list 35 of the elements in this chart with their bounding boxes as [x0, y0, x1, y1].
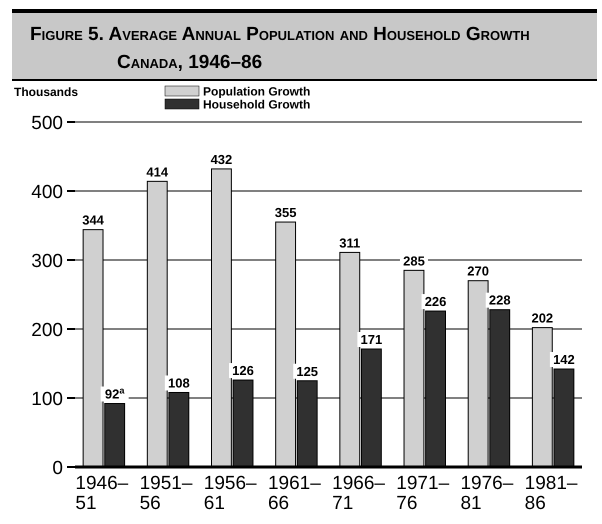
data-label: 125 [296, 364, 318, 379]
y-axis-title: Thousands [14, 85, 78, 99]
chart-title: Figure 5. Average Annual Population and Household Growth [30, 24, 530, 45]
data-label: 355 [274, 205, 296, 220]
y-tick-label: 100 [31, 389, 63, 410]
x-tick-label: 1951–56 [140, 473, 193, 514]
data-label: 432 [210, 152, 232, 167]
data-label: 142 [553, 352, 575, 368]
data-label: 126 [232, 363, 254, 378]
x-tick-label: 1961–66 [268, 473, 322, 514]
data-label: 285 [403, 253, 425, 268]
y-tick-label: 0 [52, 458, 63, 479]
data-label: 92$^{a}$ [104, 386, 126, 402]
data-label: 414 [146, 164, 169, 180]
legend-label: Household Growth [203, 98, 310, 112]
data-label: 108 [168, 375, 190, 390]
data-label: 171 [360, 332, 382, 348]
y-tick-label: 500 [31, 113, 63, 134]
y-tick-label: 300 [31, 251, 63, 272]
data-label: 311 [339, 235, 360, 250]
x-tick-label: 1981–86 [524, 473, 578, 514]
x-tick-label: 1976–81 [460, 473, 514, 514]
x-tick-label: 1971–76 [396, 473, 450, 514]
data-label: 202 [531, 310, 554, 326]
chart-subtitle: Canada, 1946–86 [117, 52, 262, 73]
legend-label: Population Growth [203, 84, 310, 98]
y-tick-label: 400 [31, 182, 63, 203]
x-tick-label: 1956–61 [204, 473, 258, 514]
data-label: 226 [424, 294, 446, 310]
data-label: 344 [82, 212, 105, 228]
x-tick-label: 1966–71 [332, 473, 386, 514]
x-tick-label: 1946–51 [75, 473, 129, 514]
data-label: 270 [467, 264, 489, 279]
data-label: 228 [488, 292, 511, 308]
y-tick-label: 200 [31, 320, 63, 341]
